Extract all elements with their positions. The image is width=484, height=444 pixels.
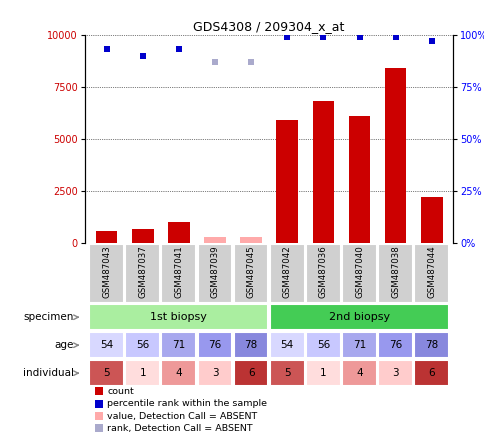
Bar: [342, 360, 376, 386]
Text: GSM487043: GSM487043: [102, 246, 111, 298]
Text: 78: 78: [424, 340, 438, 350]
Bar: [312, 101, 333, 243]
Bar: [414, 244, 448, 303]
Text: 56: 56: [316, 340, 329, 350]
Bar: [89, 360, 123, 386]
Bar: [233, 244, 268, 303]
Bar: [204, 237, 226, 243]
Bar: [161, 332, 196, 358]
Bar: [378, 332, 412, 358]
Bar: [378, 244, 412, 303]
Bar: [276, 120, 298, 243]
Bar: [132, 229, 153, 243]
Bar: [414, 332, 448, 358]
Bar: [161, 360, 196, 386]
Bar: [197, 360, 232, 386]
Text: 1st biopsy: 1st biopsy: [150, 312, 207, 322]
Text: percentile rank within the sample: percentile rank within the sample: [107, 399, 267, 408]
Bar: [233, 332, 268, 358]
Bar: [348, 116, 370, 243]
Text: 5: 5: [283, 368, 290, 378]
Text: 71: 71: [172, 340, 185, 350]
Text: 3: 3: [211, 368, 218, 378]
Text: 2nd biopsy: 2nd biopsy: [328, 312, 389, 322]
Text: GSM487042: GSM487042: [282, 246, 291, 298]
Bar: [94, 424, 103, 432]
Text: GSM487037: GSM487037: [138, 246, 147, 298]
Text: 56: 56: [136, 340, 149, 350]
Text: 4: 4: [175, 368, 182, 378]
Text: 78: 78: [244, 340, 257, 350]
Bar: [414, 360, 448, 386]
Bar: [95, 231, 117, 243]
Bar: [161, 244, 196, 303]
Text: GSM487044: GSM487044: [426, 246, 436, 298]
Bar: [342, 332, 376, 358]
Bar: [269, 360, 304, 386]
Text: GSM487036: GSM487036: [318, 246, 327, 298]
Bar: [378, 360, 412, 386]
Bar: [420, 198, 442, 243]
Bar: [305, 360, 340, 386]
Bar: [94, 400, 103, 408]
Bar: [305, 244, 340, 303]
Text: value, Detection Call = ABSENT: value, Detection Call = ABSENT: [107, 412, 257, 420]
Bar: [125, 360, 160, 386]
Bar: [94, 387, 103, 395]
Bar: [384, 68, 406, 243]
Text: GSM487040: GSM487040: [354, 246, 363, 298]
Text: age: age: [55, 340, 74, 350]
Text: 76: 76: [388, 340, 401, 350]
Bar: [89, 332, 123, 358]
Text: 6: 6: [247, 368, 254, 378]
Text: GSM487045: GSM487045: [246, 246, 255, 298]
Bar: [240, 237, 261, 243]
Bar: [125, 244, 160, 303]
Bar: [342, 244, 376, 303]
Bar: [94, 412, 103, 420]
Title: GDS4308 / 209304_x_at: GDS4308 / 209304_x_at: [193, 20, 344, 33]
Text: 76: 76: [208, 340, 221, 350]
Bar: [89, 304, 268, 330]
Bar: [125, 332, 160, 358]
Text: rank, Detection Call = ABSENT: rank, Detection Call = ABSENT: [107, 424, 252, 433]
Bar: [167, 222, 189, 243]
Text: 54: 54: [280, 340, 293, 350]
Text: 4: 4: [355, 368, 362, 378]
Text: GSM487039: GSM487039: [210, 246, 219, 298]
Text: count: count: [107, 387, 134, 396]
Text: 5: 5: [103, 368, 110, 378]
Text: 6: 6: [427, 368, 434, 378]
Text: GSM487041: GSM487041: [174, 246, 183, 298]
Bar: [305, 332, 340, 358]
Text: 1: 1: [139, 368, 146, 378]
Bar: [197, 332, 232, 358]
Bar: [269, 244, 304, 303]
Bar: [269, 304, 448, 330]
Bar: [233, 360, 268, 386]
Bar: [269, 332, 304, 358]
Text: 1: 1: [319, 368, 326, 378]
Text: 54: 54: [100, 340, 113, 350]
Bar: [89, 244, 123, 303]
Text: GSM487038: GSM487038: [391, 246, 399, 298]
Text: 71: 71: [352, 340, 365, 350]
Text: specimen: specimen: [24, 312, 74, 322]
Bar: [197, 244, 232, 303]
Text: individual: individual: [23, 368, 74, 378]
Text: 3: 3: [392, 368, 398, 378]
